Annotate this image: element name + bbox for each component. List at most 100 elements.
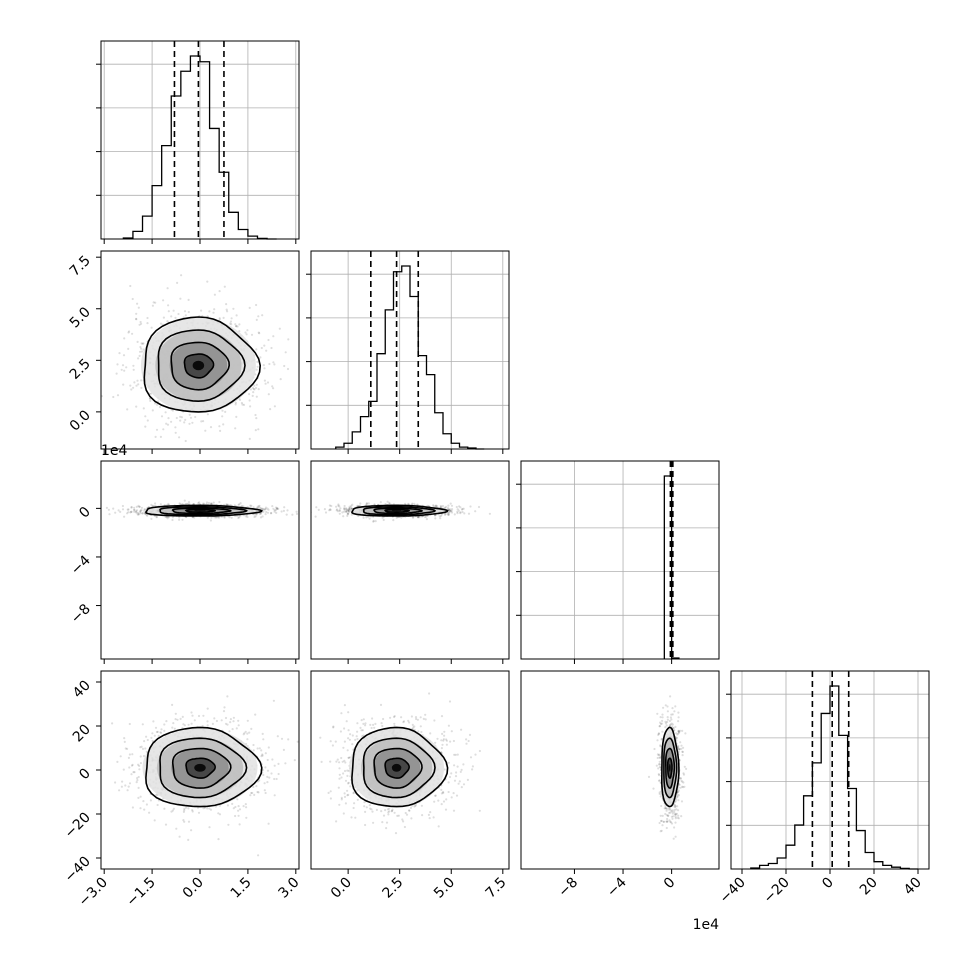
scatter-point xyxy=(238,516,241,519)
scatter-point xyxy=(423,515,427,519)
scatter-point xyxy=(253,388,256,391)
scatter-point xyxy=(202,714,205,717)
scatter-point xyxy=(341,760,344,763)
scatter-point xyxy=(259,512,262,516)
histogram-bar xyxy=(335,265,485,450)
scatter-point xyxy=(133,381,136,384)
scatter-point xyxy=(132,386,135,389)
contour-line xyxy=(171,747,232,789)
scatter-point xyxy=(206,516,209,519)
scatter-point xyxy=(220,719,223,722)
scatter-point xyxy=(454,775,458,778)
scatter-point xyxy=(127,508,130,511)
scatter-point xyxy=(224,410,227,413)
scatter-point xyxy=(167,310,170,313)
scatter-point xyxy=(234,805,237,809)
scatter-point xyxy=(346,749,349,752)
scatter-point xyxy=(218,318,221,321)
scatter-point xyxy=(411,502,414,505)
contour-line xyxy=(384,508,410,513)
scatter-point xyxy=(401,818,404,821)
scatter-point xyxy=(128,722,131,726)
scatter-point xyxy=(428,817,431,820)
scatter-point xyxy=(246,738,249,741)
scatter-point xyxy=(267,508,270,511)
scatter-point xyxy=(218,500,221,504)
scatter-point xyxy=(459,506,462,509)
scatter-point xyxy=(176,281,179,284)
contour-line xyxy=(183,353,215,379)
scatter-point xyxy=(255,785,258,788)
scatter-point xyxy=(200,420,203,423)
scatter-point xyxy=(185,502,189,505)
scatter-point xyxy=(245,806,248,809)
scatter-point xyxy=(250,504,253,507)
scatter-point xyxy=(145,513,148,516)
scatter-point xyxy=(467,512,471,515)
scatter-point xyxy=(293,759,296,762)
scatter-point xyxy=(160,415,164,418)
scatter-point xyxy=(240,401,243,405)
scatter-point xyxy=(227,503,230,506)
scatter-point xyxy=(206,413,209,416)
scatter-point xyxy=(146,419,149,422)
scatter-point xyxy=(197,502,200,505)
scatter-point xyxy=(182,723,185,726)
scatter-point xyxy=(178,502,181,505)
scatter-point xyxy=(341,511,344,514)
scatter-point xyxy=(262,510,265,513)
scatter-point xyxy=(184,314,187,317)
scatter-point xyxy=(187,310,190,314)
scatter-point xyxy=(254,713,257,716)
scatter-point xyxy=(471,765,474,768)
scatter-point xyxy=(234,427,237,430)
scatter-point xyxy=(445,505,448,508)
scatter-point xyxy=(154,301,157,304)
scatter-point xyxy=(275,511,278,514)
scatter-point xyxy=(228,730,231,733)
histogram-bar xyxy=(663,475,680,659)
scatter-point xyxy=(120,368,123,371)
scatter-point xyxy=(261,753,264,756)
scatter-point xyxy=(222,423,225,426)
scatter-point xyxy=(343,510,346,513)
scatter-point xyxy=(232,720,235,723)
scatter-point xyxy=(205,501,209,504)
scatter-point xyxy=(261,754,264,757)
scatter-point xyxy=(133,506,136,509)
scatter-point xyxy=(131,753,134,756)
scatter-point xyxy=(448,511,451,514)
scatter-point xyxy=(162,299,165,302)
scatter-point xyxy=(276,507,279,510)
scatter-point xyxy=(232,716,235,719)
scatter-point xyxy=(273,509,276,512)
scatter-point xyxy=(329,508,332,511)
scatter-point xyxy=(335,505,338,508)
scatter-point xyxy=(126,747,129,751)
scatter-point xyxy=(164,823,168,826)
scatter-point xyxy=(452,809,456,812)
scatter-point xyxy=(421,814,424,817)
scatter-point xyxy=(131,763,134,767)
scatter-point xyxy=(252,749,255,752)
scatter-point xyxy=(280,510,283,513)
scatter-point xyxy=(242,403,246,406)
scatter-point xyxy=(388,501,391,504)
scatter-point xyxy=(153,734,156,737)
scatter-point xyxy=(459,511,462,514)
scatter-point xyxy=(140,342,143,345)
contour-line xyxy=(185,757,216,779)
scatter-point xyxy=(171,726,174,729)
scatter-point xyxy=(202,502,205,505)
scatter-point xyxy=(138,350,142,353)
scatter-point xyxy=(135,511,138,514)
scatter-point xyxy=(166,287,169,290)
scatter-point xyxy=(117,509,120,512)
scatter-point xyxy=(107,508,110,511)
scatter-point xyxy=(184,439,187,443)
scatter-point xyxy=(244,803,247,806)
scatter-point xyxy=(269,408,272,411)
scatter-point xyxy=(338,767,341,770)
scatter-point xyxy=(338,761,341,764)
scatter-point xyxy=(170,420,173,423)
